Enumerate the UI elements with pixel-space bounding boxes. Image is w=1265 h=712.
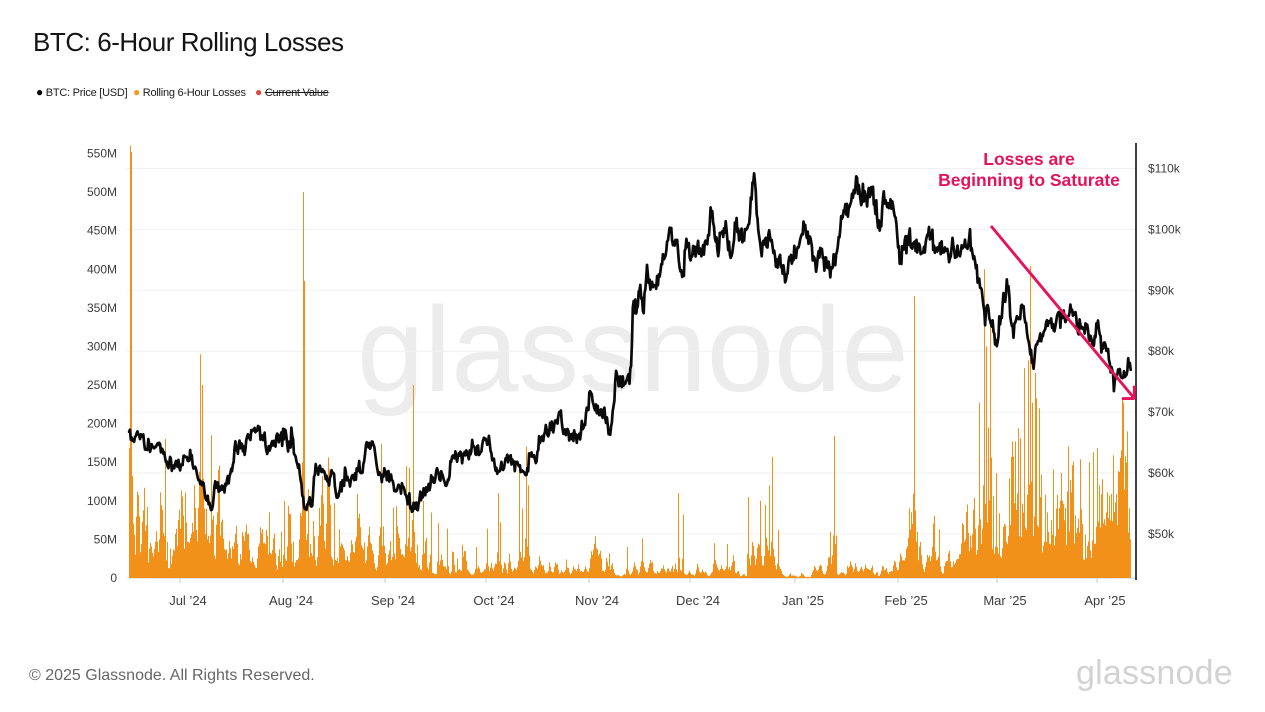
svg-text:Jan ’25: Jan ’25 xyxy=(782,593,824,608)
svg-text:$60k: $60k xyxy=(1148,466,1175,480)
svg-text:Apr ’25: Apr ’25 xyxy=(1084,593,1125,608)
svg-text:Oct ’24: Oct ’24 xyxy=(473,593,514,608)
svg-text:$100k: $100k xyxy=(1148,222,1182,236)
svg-text:200M: 200M xyxy=(87,417,117,431)
svg-text:$110k: $110k xyxy=(1148,162,1181,176)
svg-text:$50k: $50k xyxy=(1148,527,1175,541)
svg-text:250M: 250M xyxy=(87,378,117,392)
svg-text:Aug ’24: Aug ’24 xyxy=(269,593,313,608)
svg-text:400M: 400M xyxy=(87,262,117,276)
svg-text:350M: 350M xyxy=(87,301,117,315)
svg-text:$90k: $90k xyxy=(1148,283,1175,297)
svg-text:$80k: $80k xyxy=(1148,344,1175,358)
svg-text:Sep ’24: Sep ’24 xyxy=(371,593,415,608)
svg-text:500M: 500M xyxy=(87,185,117,199)
svg-text:Feb ’25: Feb ’25 xyxy=(884,593,927,608)
svg-text:0: 0 xyxy=(110,571,117,585)
svg-text:Mar ’25: Mar ’25 xyxy=(983,593,1026,608)
svg-text:450M: 450M xyxy=(87,224,117,238)
svg-text:300M: 300M xyxy=(87,340,117,354)
svg-text:Nov ’24: Nov ’24 xyxy=(575,593,619,608)
svg-text:100M: 100M xyxy=(87,494,117,508)
svg-text:550M: 550M xyxy=(87,147,117,161)
svg-text:$70k: $70k xyxy=(1148,405,1175,419)
svg-text:50M: 50M xyxy=(94,532,117,546)
svg-text:Dec ’24: Dec ’24 xyxy=(676,593,720,608)
svg-text:Jul ’24: Jul ’24 xyxy=(169,593,207,608)
svg-text:150M: 150M xyxy=(87,455,117,469)
